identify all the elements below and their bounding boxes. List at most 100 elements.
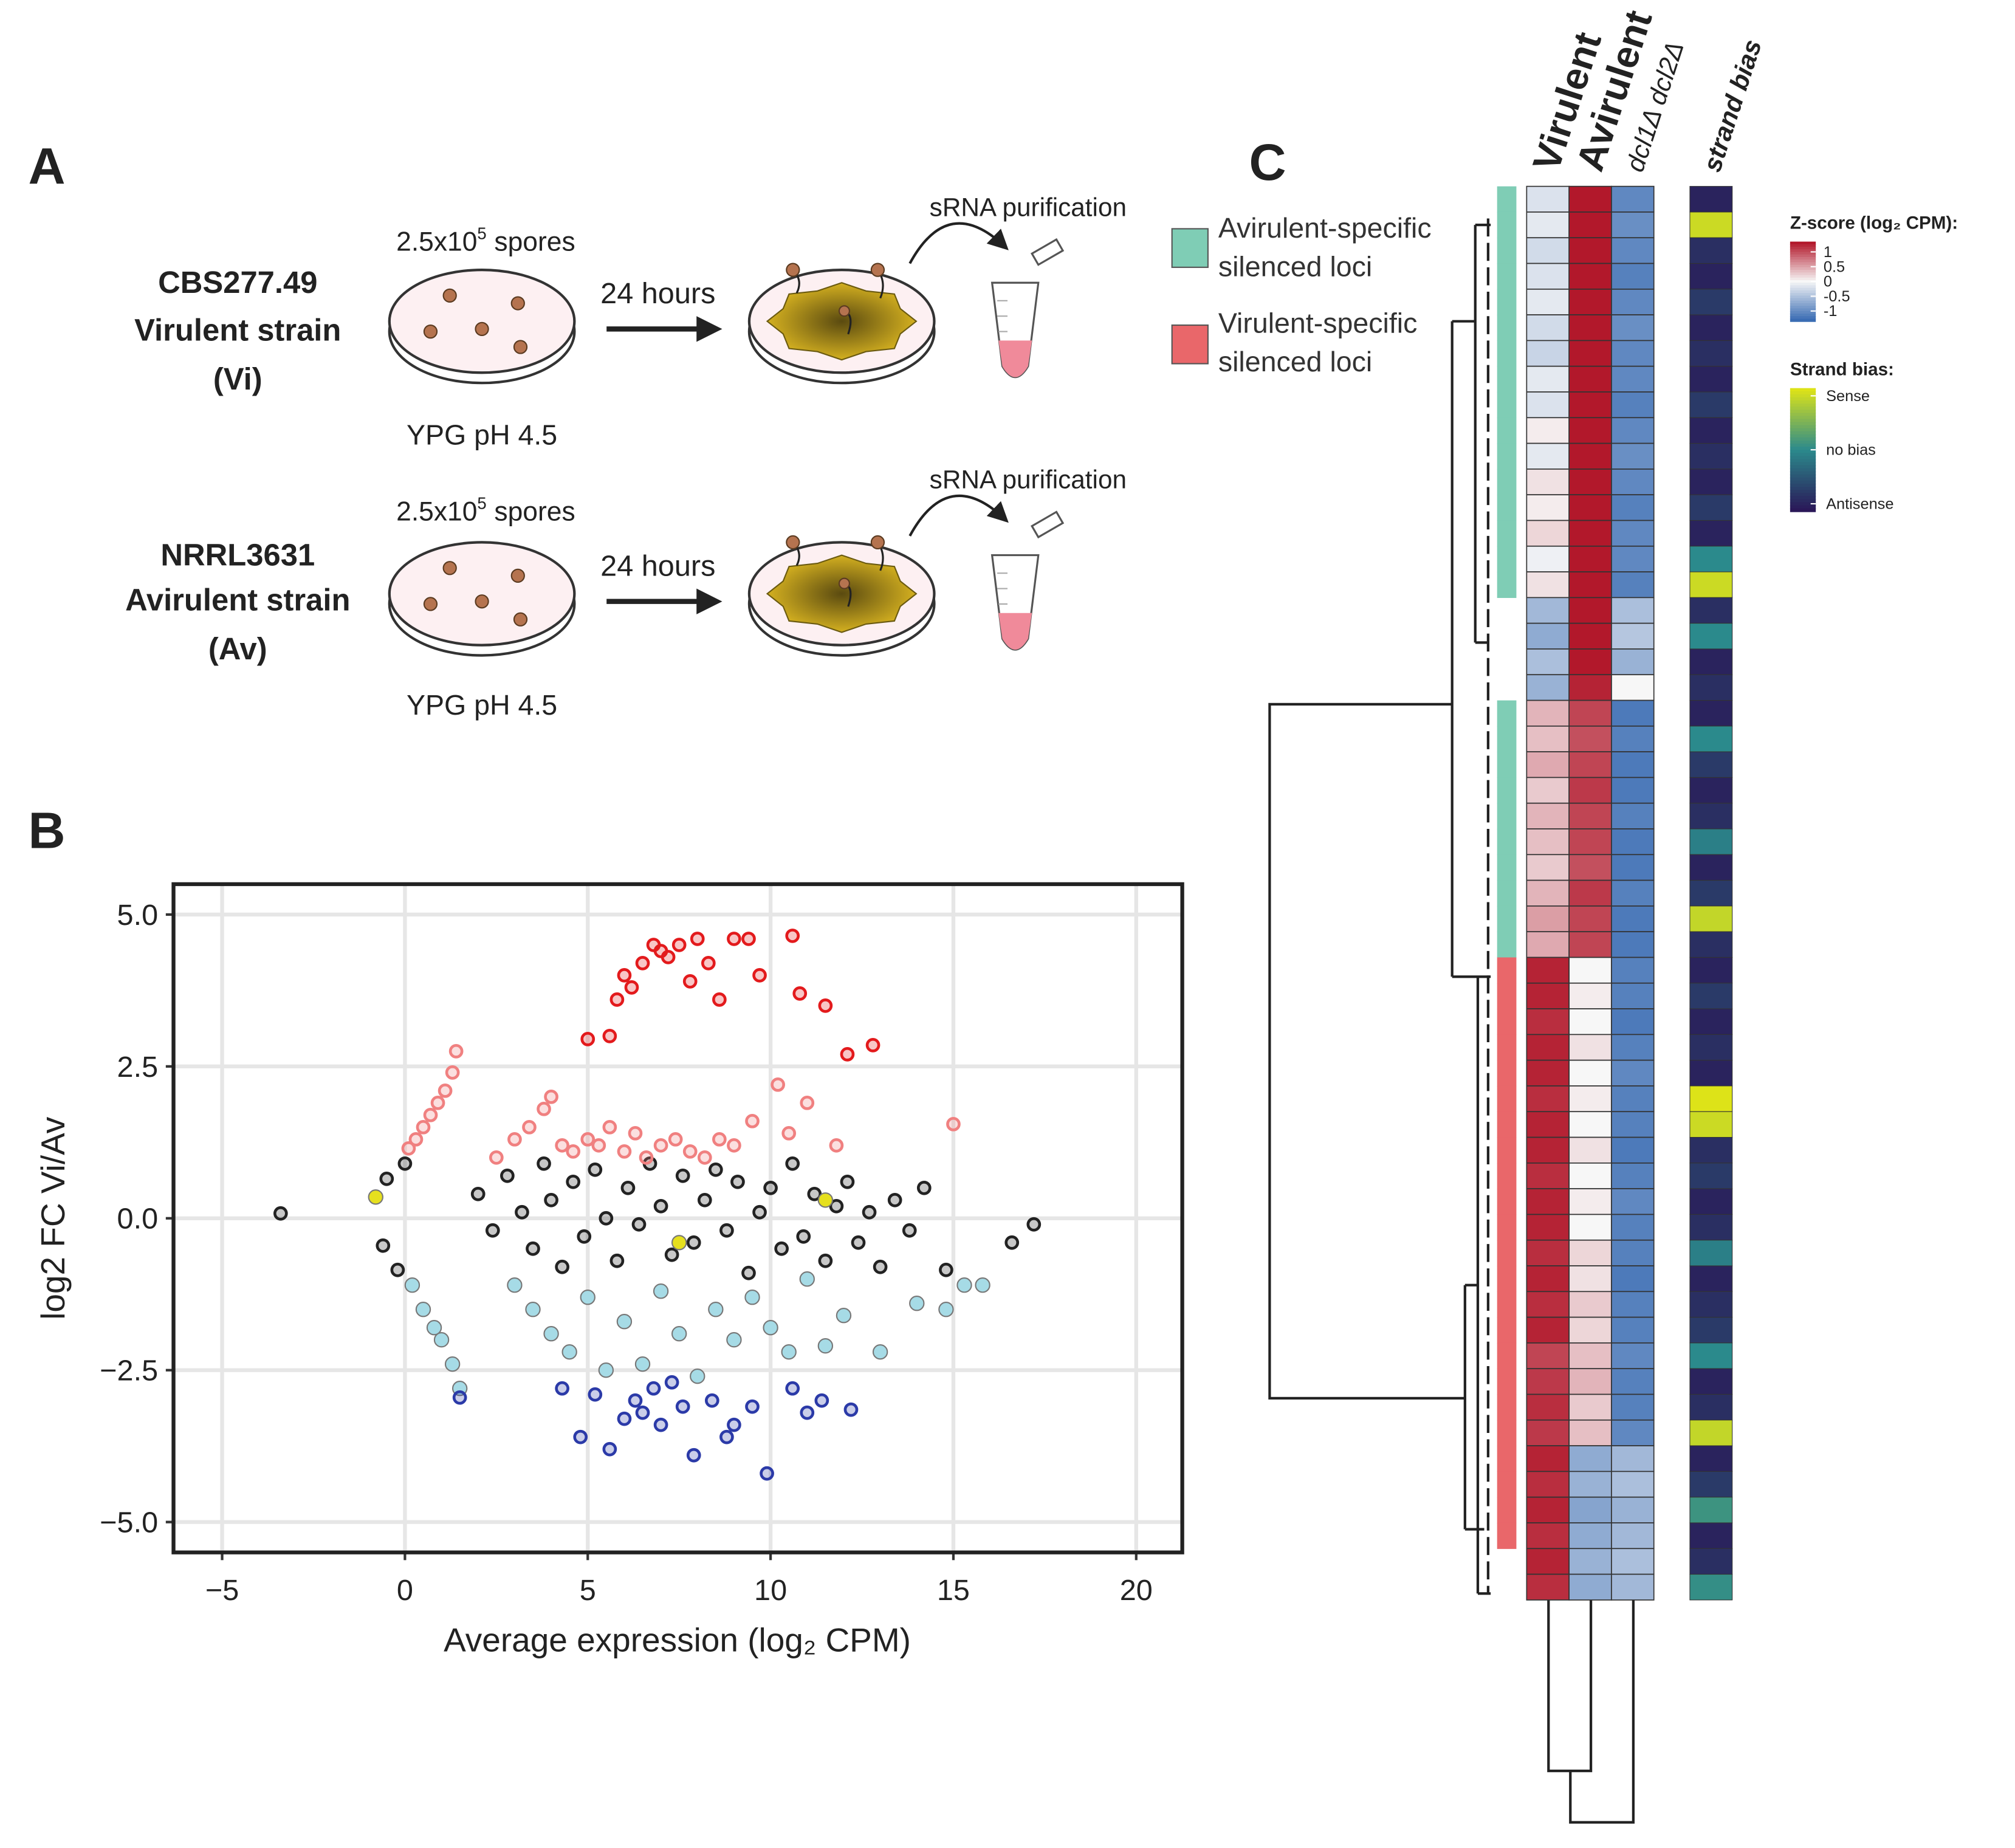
heatmap-cell [1568,982,1612,1009]
heatmap-cell [1568,1496,1612,1523]
strand-cell [1689,520,1733,547]
data-point [628,1125,643,1141]
data-point [712,1132,727,1147]
colorbar-step [1790,306,1816,309]
data-point [719,1429,734,1444]
data-point [785,1156,800,1171]
heatmap-cell [1568,1573,1612,1601]
colorbar-step [1790,434,1816,438]
data-point [675,1168,690,1183]
data-point [818,998,833,1013]
data-point [653,1417,668,1432]
data-point [544,1192,558,1207]
data-point [445,1065,460,1080]
heatmap-cell [1526,1368,1570,1395]
data-point [628,1393,643,1408]
row-group-bar [1497,1085,1517,1112]
colorbar-step [1790,483,1816,488]
colorbar-step [1790,295,1816,299]
colorbar-step [1790,468,1816,472]
heatmap-cell [1568,1471,1612,1498]
data-point [580,1290,596,1305]
colorbar-step [1790,272,1816,276]
heatmap-cell [1611,1471,1655,1498]
strand-cell [1689,211,1733,238]
data-point [730,1174,745,1189]
heatmap-cell [1611,1085,1655,1113]
heatmap-cell [1611,237,1655,264]
data-point [620,1180,636,1195]
heatmap-cell [1568,545,1612,572]
strain-abbr: (Av) [208,631,267,666]
panel-label: B [29,802,66,859]
heatmap-cell [1568,288,1612,315]
heatmap-cell [1526,1496,1570,1523]
data-point [840,1047,855,1062]
colorbar-step [1790,293,1816,297]
strand-cell [1689,186,1733,213]
data-point [671,1235,687,1251]
heatmap-cell [1611,1445,1655,1472]
heatmap-cell [1568,1111,1612,1138]
heatmap-cell [1568,365,1612,393]
data-point [668,1132,683,1147]
time: 24 hours [600,549,715,582]
data-point [785,1381,800,1396]
colorbar-step [1790,298,1816,301]
data-point [781,1344,797,1360]
row-group-bar [1497,211,1517,238]
data-point [697,1192,712,1207]
x-tick-label: 20 [1120,1574,1153,1607]
petri-dish [749,536,935,656]
heatmap-cell [1568,469,1612,496]
row-group-bar [1497,520,1517,547]
heatmap-cell [1526,571,1570,599]
heatmap-cell [1611,622,1655,650]
data-point [580,1132,596,1147]
strand-cell [1689,1522,1733,1549]
row-group-bar [1497,880,1517,907]
row-group-bar [1497,1342,1517,1369]
heatmap-cell [1526,1265,1570,1293]
spore-unit: spores [494,496,575,526]
heatmap-cell [1568,1522,1612,1550]
strand-cell [1689,1265,1733,1292]
strand-cell [1689,905,1733,932]
heatmap-cell [1611,1368,1655,1395]
curved-arrow [908,222,1009,264]
data-point [401,1141,416,1156]
heatmap-cell [1568,674,1612,701]
heatmap-cell [1611,1548,1655,1575]
panel-label: C [1249,133,1286,191]
colorbar-step [1790,450,1816,454]
row-group-bar [1497,1266,1517,1292]
row-group-bar [1497,932,1517,958]
y-tick-label: 0.0 [117,1203,159,1235]
data-point [544,1089,558,1104]
data-point [408,1132,424,1147]
heatmap-cell [1568,1059,1612,1087]
colorbar-step [1790,400,1816,405]
data-point [617,1411,632,1426]
strand-cell [1689,237,1733,264]
heatmap-cell [1568,340,1612,367]
heatmap-cell [1526,1162,1570,1189]
heatmap-cell [1526,442,1570,470]
row-group-bar [1497,546,1517,572]
colorbar-step [1790,247,1816,250]
data-point [712,992,727,1007]
heatmap-cell [1611,957,1655,984]
data-point [448,1044,464,1059]
heatmap-cell [1568,417,1612,444]
data-point [661,950,676,964]
data-point [708,1302,724,1317]
heatmap-cell [1611,1162,1655,1189]
heatmap-cell [1611,802,1655,830]
heatmap-cell [1568,1419,1612,1446]
data-point [752,968,767,983]
heatmap-cell [1611,314,1655,342]
strand-cell [1689,1240,1733,1266]
heatmap-cell [1568,1548,1612,1575]
colorbar-step [1790,419,1816,423]
data-point [526,1241,540,1256]
